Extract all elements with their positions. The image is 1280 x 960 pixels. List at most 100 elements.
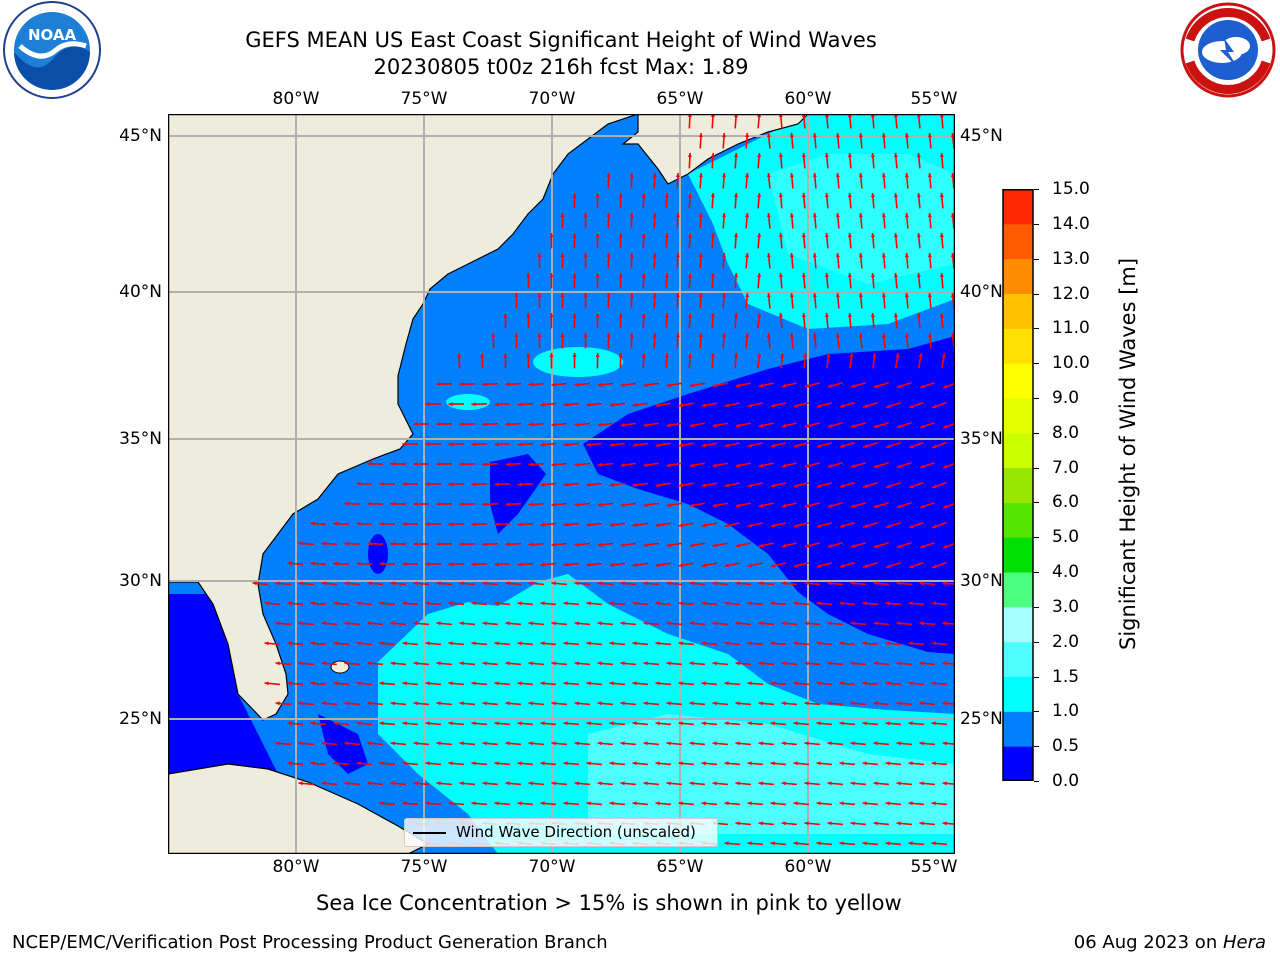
wave-direction-arrowhead <box>448 761 453 766</box>
wave-direction-arrowhead <box>793 563 799 568</box>
wave-direction-arrowhead <box>812 173 817 178</box>
wave-direction-arrowhead <box>436 382 441 387</box>
wave-direction-arrowhead <box>722 173 726 178</box>
wave-direction-arrowhead <box>839 564 845 568</box>
wave-direction-arrowhead <box>687 313 692 318</box>
wave-direction-arrowhead <box>597 462 602 467</box>
wave-direction-arrowhead <box>597 542 602 547</box>
wave-direction-arrowhead <box>583 293 588 297</box>
colorbar-tick-mark <box>1034 606 1039 608</box>
wave-direction-arrowhead <box>641 273 646 278</box>
wave-direction-arrowhead <box>770 721 775 726</box>
wave-direction-arrowhead <box>367 741 372 746</box>
wave-direction-arrowhead <box>826 353 831 358</box>
wave-direction-arrowhead <box>908 641 913 646</box>
wave-direction-arrowhead <box>920 464 925 469</box>
wave-direction-arrowhead <box>862 641 867 646</box>
wave-direction-arrowhead <box>379 641 384 646</box>
wave-direction-arrowhead <box>701 601 706 606</box>
wave-direction-arrowhead <box>275 621 280 626</box>
wave-direction-arrowhead <box>629 253 634 258</box>
wave-direction-arrowhead <box>724 641 729 646</box>
wave-direction-arrowhead <box>850 781 855 786</box>
wave-direction-arrowhead <box>356 681 361 686</box>
wave-direction-arrowhead <box>574 661 579 666</box>
wave-direction-arrowhead <box>333 521 338 526</box>
wave-direction-arrowhead <box>425 442 430 447</box>
wave-direction-arrowhead <box>551 382 556 387</box>
wave-direction-arrowhead <box>874 424 879 428</box>
wave-direction-arrowhead <box>563 601 568 606</box>
wave-direction-arrowhead <box>927 173 932 178</box>
wave-direction-arrowhead <box>766 293 771 298</box>
wave-direction-arrowhead <box>436 621 441 626</box>
wave-direction-arrowhead <box>735 581 740 586</box>
wave-direction-arrowhead <box>804 581 809 586</box>
wave-direction-arrowhead <box>896 781 901 786</box>
wave-direction-arrowhead <box>734 153 739 158</box>
wave-direction-arrowhead <box>850 504 856 508</box>
wave-direction-arrowhead <box>770 523 776 528</box>
wave-direction-arrowhead <box>698 213 703 218</box>
wave-direction-arrowhead <box>734 313 739 318</box>
wave-direction-arrowhead <box>572 313 577 317</box>
wave-direction-arrowhead <box>675 253 680 258</box>
wave-direction-arrowhead <box>655 681 660 686</box>
wave-direction-arrowhead <box>897 424 902 429</box>
wave-direction-arrowhead <box>425 681 430 686</box>
wave-direction-arrowhead <box>712 383 717 388</box>
wave-direction-arrowhead <box>801 233 806 238</box>
wave-direction-arrowhead <box>505 422 510 427</box>
wave-direction-arrowhead <box>620 462 625 467</box>
wave-direction-arrowhead <box>770 443 776 448</box>
wave-direction-arrowhead <box>675 213 680 218</box>
wave-direction-arrowhead <box>766 333 771 338</box>
wave-direction-arrowhead <box>939 193 944 198</box>
wave-direction-arrowhead <box>436 781 441 786</box>
wave-direction-arrowhead <box>850 464 856 468</box>
colorbar-tick-mark <box>1034 328 1039 330</box>
wave-direction-arrowhead <box>909 484 914 489</box>
wave-direction-arrowhead <box>689 463 694 468</box>
wave-direction-arrowhead <box>747 443 753 448</box>
wave-direction-arrowhead <box>586 562 591 567</box>
wave-direction-arrowhead <box>643 661 648 666</box>
wave-direction-arrowhead <box>816 403 822 408</box>
wave-direction-arrowhead <box>850 821 855 826</box>
wave-direction-arrowhead <box>735 661 740 666</box>
wave-direction-arrowhead <box>850 581 855 586</box>
wave-direction-arrowhead <box>942 621 947 626</box>
wave-direction-arrowhead <box>734 114 739 118</box>
wave-direction-arrowhead <box>816 483 822 488</box>
wave-direction-arrowhead <box>609 641 614 646</box>
wave-direction-arrowhead <box>402 601 407 606</box>
wave-direction-arrowhead <box>862 841 867 846</box>
wave-direction-arrowhead <box>471 562 476 567</box>
wave-direction-arrowhead <box>870 233 875 238</box>
wave-direction-arrowhead <box>517 641 522 646</box>
wave-direction-arrowhead <box>724 761 729 766</box>
wave-direction-arrowhead <box>643 503 648 508</box>
lon-tick-bottom-75w: 75°W <box>400 857 448 877</box>
land-cuba <box>168 763 430 854</box>
wave-direction-arrowhead <box>471 801 476 806</box>
wave-direction-arrowhead <box>275 581 280 586</box>
wave-direction-arrowhead <box>793 721 798 726</box>
sea-ice-note: Sea Ice Concentration > 15% is shown in … <box>316 891 902 915</box>
wave-direction-arrowhead <box>698 253 703 258</box>
wave-direction-arrowhead <box>698 333 703 338</box>
wave-direction-arrowhead <box>850 424 856 428</box>
map-frame <box>168 114 955 854</box>
wave-direction-arrowhead <box>517 482 522 487</box>
wave-direction-arrowhead <box>503 313 508 318</box>
wave-direction-arrowhead <box>689 543 694 548</box>
lon-tick-top-65w: 65°W <box>656 89 704 109</box>
wave-direction-arrowhead <box>275 661 280 666</box>
lon-tick-bottom-55w: 55°W <box>910 857 958 877</box>
wave-direction-arrowhead <box>574 542 579 547</box>
wave-direction-arrowhead <box>698 293 703 298</box>
wave-direction-arrowhead <box>413 741 418 746</box>
wave-direction-arrowhead <box>402 761 407 766</box>
wave-direction-arrowhead <box>597 781 602 786</box>
wave-direction-arrowhead <box>893 273 898 278</box>
